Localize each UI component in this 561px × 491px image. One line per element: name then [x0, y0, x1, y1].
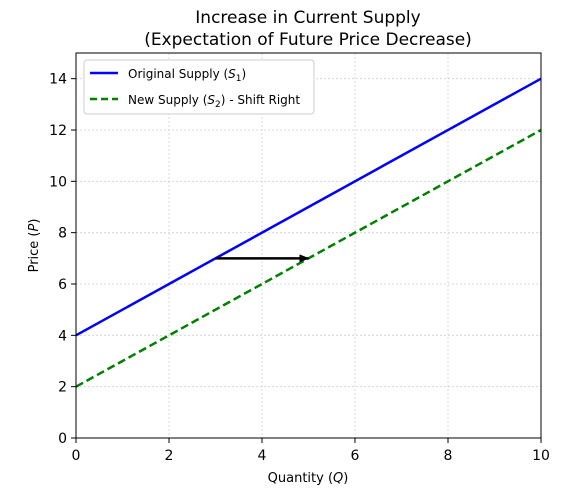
y-tick-label: 8 — [58, 226, 67, 242]
x-tick-label: 0 — [72, 448, 81, 464]
legend-label-new-supply: New Supply (S2) - Shift Right — [128, 93, 300, 110]
x-axis-ticks: 0 2 4 6 8 10 — [72, 438, 550, 464]
legend: Original Supply (S1) New Supply (S2) - S… — [83, 59, 315, 115]
x-tick-label: 2 — [165, 448, 174, 464]
x-tick-label: 10 — [532, 448, 550, 464]
y-tick-label: 6 — [58, 277, 67, 293]
plot-frame — [75, 52, 542, 439]
y-axis-label: Price (P) — [27, 219, 42, 273]
x-tick-label: 4 — [258, 448, 267, 464]
y-tick-label: 14 — [49, 72, 67, 88]
x-tick-label: 6 — [351, 448, 360, 464]
y-tick-label: 0 — [58, 431, 67, 447]
y-axis-ticks: 0 2 4 6 8 10 12 14 — [49, 72, 76, 447]
y-tick-label: 12 — [49, 123, 67, 139]
y-tick-label: 10 — [49, 174, 67, 190]
y-tick-label: 4 — [58, 328, 67, 344]
x-axis-label: Quantity (Q) — [268, 471, 349, 486]
chart-title: Increase in Current Supply — [195, 8, 420, 28]
x-tick-label: 8 — [444, 448, 453, 464]
series-line-original-supply — [75, 77, 542, 337]
y-tick-label: 2 — [58, 380, 67, 396]
legend-label-original-supply: Original Supply (S1) — [128, 67, 246, 84]
legend-box — [83, 59, 315, 115]
chart-subtitle: (Expectation of Future Price Decrease) — [144, 30, 472, 50]
